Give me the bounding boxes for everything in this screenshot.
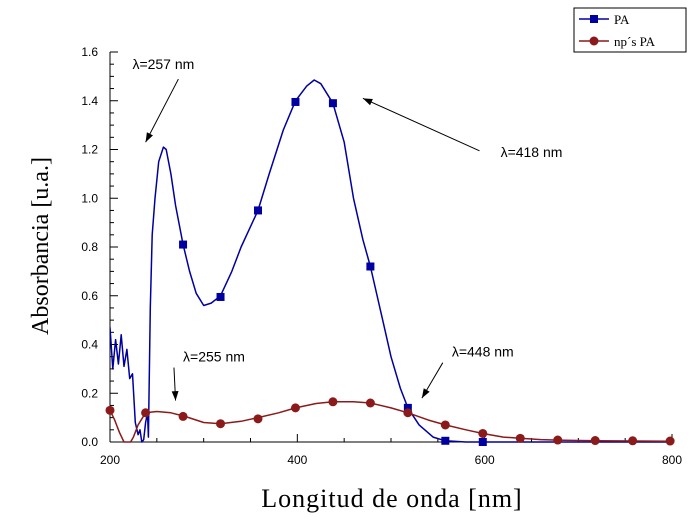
annotation-arrowhead-a448 [421,388,430,399]
series-point-1 [440,420,450,430]
series-layer [105,79,675,446]
series-point-1 [141,408,151,418]
y-tick-label: 0.8 [81,240,98,254]
series-line-1 [110,401,673,443]
series-point-1 [105,405,115,415]
series-line-0 [110,79,672,443]
series-point-1 [365,398,375,408]
annotation-a418: λ=418 nm [501,144,563,160]
series-point-0 [478,438,487,446]
annotation-arrowhead-a257 [145,132,153,143]
annotation-arrowhead-a418 [362,98,373,106]
y-tick-label: 0.2 [81,386,98,400]
annotations-layer: λ=257 nm λ=418 nm λ=255 nm λ=448 nm [132,56,562,401]
annotation-a448: λ=448 nm [452,344,514,360]
series-point-0 [253,206,262,215]
legend-label-np: np´s PA [614,34,656,49]
series-point-0 [216,292,225,301]
y-tick-label: 1.6 [81,45,98,59]
legend-marker-pa [590,15,598,23]
series-point-1 [328,397,338,407]
legend-label-pa: PA [614,12,630,27]
annotation-arrow-a257 [145,78,179,143]
legend: PA np´s PA [573,7,687,53]
series-point-0 [179,240,188,249]
x-tick-label: 200 [100,453,120,467]
x-tick-label: 800 [662,453,682,467]
series-point-1 [178,411,188,421]
annotation-arrow-a418 [362,97,480,152]
y-tick-label: 1.0 [81,191,98,205]
series-point-1 [253,414,263,424]
series-point-1 [553,435,563,445]
series-point-1 [478,428,488,438]
legend-marker-np [589,36,599,46]
series-point-1 [216,419,226,429]
y-tick-label: 1.4 [81,94,98,108]
x-tick-label: 600 [475,453,495,467]
y-axis-title: Absorbancia [u.a.] [28,157,54,335]
y-tick-label: 0.0 [81,435,98,449]
series-point-0 [403,403,412,412]
x-axis-title: Longitud de onda [nm] [261,484,522,513]
x-tick-label: 400 [287,453,307,467]
annotation-arrowhead-a255 [171,391,179,401]
y-tick-label: 0.4 [81,338,98,352]
y-tick-label: 0.6 [81,289,98,303]
annotation-a257: λ=257 nm [132,56,194,72]
series-point-0 [441,436,450,445]
y-tick-label: 1.2 [81,143,98,157]
series-point-1 [403,408,413,418]
series-point-1 [290,403,300,413]
annotation-a255: λ=255 nm [183,349,245,365]
series-point-0 [328,99,337,108]
series-point-1 [628,436,638,446]
series-point-1 [590,436,600,446]
series-point-0 [366,262,375,271]
series-point-1 [665,436,675,446]
series-point-1 [515,433,525,443]
series-point-0 [291,97,300,106]
y-axis-ticks: 0.0 0.2 0.4 0.6 0.8 1.0 1.2 1.4 1.6 [81,45,118,449]
